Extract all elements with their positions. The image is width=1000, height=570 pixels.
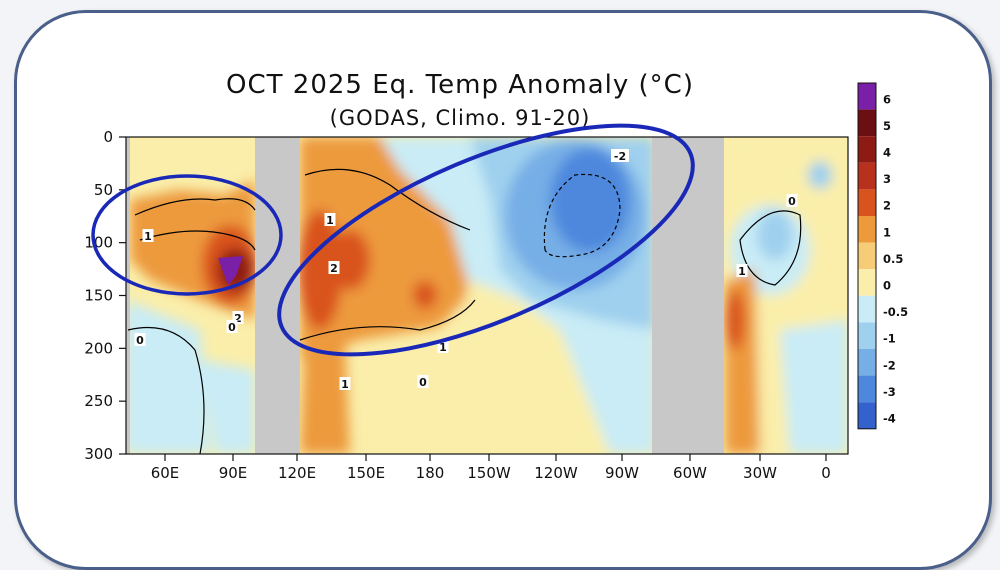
y-tick-label: 100 xyxy=(84,234,113,252)
colorbar-swatch xyxy=(858,269,876,296)
contour-label-bg xyxy=(417,375,429,388)
x-tick-label: 120E xyxy=(278,464,316,482)
indian-ocean-ellipse xyxy=(91,174,283,296)
contour-label-bg xyxy=(328,261,340,274)
colorbar-label: -1 xyxy=(883,332,896,346)
y-tick-label: 150 xyxy=(84,287,113,305)
colorbar-swatch xyxy=(858,375,876,403)
colorbar-label: -0.5 xyxy=(883,305,908,319)
contour-label-bg xyxy=(134,333,146,346)
x-tick-label: 0 xyxy=(821,464,831,482)
colorbar-label: -2 xyxy=(883,358,896,372)
y-tick-label: 250 xyxy=(84,392,113,410)
contour-label: -2 xyxy=(614,150,626,163)
colorbar-swatch xyxy=(858,83,876,110)
contour-label-bg xyxy=(437,340,449,353)
colorbar: 6 5 4 3 2 1 0.5 0 -0.5 -1 -2 -3 -4 xyxy=(857,82,908,430)
x-tick-label: 60E xyxy=(151,464,180,482)
anomaly-chart: 60E 90E 120E 150E 180 150W 120W 90W 60W 30W 0 0501… xyxy=(84,82,908,482)
y-tick-label: 200 xyxy=(84,339,113,357)
contour-label: 0 xyxy=(228,321,236,334)
contour-label: 1 xyxy=(341,378,349,391)
x-tick-label: 180 xyxy=(416,464,445,482)
colorbar-swatch xyxy=(858,216,876,243)
x-axis: 60E 90E 120E 150E 180 150W 120W 90W 60W 30W 0 xyxy=(151,454,831,482)
x-tick-label: 90W xyxy=(605,464,639,482)
contour-label-bg xyxy=(226,320,238,333)
contour-label: 1 xyxy=(326,214,334,227)
chart-title: OCT 2025 Eq. Temp Anomaly (°C) xyxy=(226,70,694,100)
y-axis: 0 50 100 150 200 250 300 xyxy=(84,128,126,463)
y-tick-label: 0 xyxy=(103,128,113,146)
colorbar-label: -4 xyxy=(883,412,896,426)
pacific-ellipse xyxy=(277,123,695,357)
colorbar-label: 0.5 xyxy=(883,252,903,266)
colorbar-label: 3 xyxy=(883,172,891,186)
contour-label: 2 xyxy=(234,312,242,325)
contour-label: 0 xyxy=(136,334,144,347)
colorbar-label: 6 xyxy=(883,92,891,106)
x-tick-label: 90E xyxy=(219,464,248,482)
temperature-field xyxy=(126,137,848,454)
colorbar-swatch xyxy=(858,109,876,137)
contour-label-bg xyxy=(736,264,748,277)
contour-label: 1 xyxy=(144,230,152,243)
colorbar-swatch xyxy=(858,322,876,349)
x-tick-label: 60W xyxy=(673,464,707,482)
colorbar-border xyxy=(857,82,877,430)
colorbar-label: -3 xyxy=(883,385,896,399)
contour-label: 1 xyxy=(439,341,447,354)
colorbar-label: 0 xyxy=(883,279,891,293)
contour-label-bg xyxy=(324,213,336,226)
colorbar-label: 1 xyxy=(883,225,891,239)
contour-label: 2 xyxy=(330,262,338,275)
colorbar-swatch xyxy=(858,295,876,323)
x-tick-label: 150E xyxy=(347,464,385,482)
colorbar-label: 2 xyxy=(883,199,891,213)
x-tick-label: 30W xyxy=(743,464,777,482)
colorbar-swatch xyxy=(858,162,876,190)
chart-subtitle: (GODAS, Climo. 91-20) xyxy=(329,106,591,130)
contour-label: 0 xyxy=(788,195,796,208)
colorbar-label: 5 xyxy=(883,119,891,133)
contour-label: 1 xyxy=(738,265,746,278)
colorbar-swatch xyxy=(858,349,876,376)
colorbar-label: 4 xyxy=(883,146,891,160)
colorbar-swatch xyxy=(858,189,876,216)
y-tick-label: 300 xyxy=(84,445,113,463)
contour-label-bg xyxy=(232,311,244,324)
x-tick-label: 150W xyxy=(467,464,511,482)
contour-label-bg xyxy=(786,194,798,207)
contour-label-bg xyxy=(611,149,629,162)
contour-label-bg xyxy=(339,377,351,390)
contour-label: 0 xyxy=(419,376,427,389)
x-tick-label: 120W xyxy=(534,464,578,482)
colorbar-swatch xyxy=(858,242,876,270)
y-tick-label: 50 xyxy=(94,181,113,199)
colorbar-swatch xyxy=(858,136,876,163)
contour-label-bg xyxy=(142,229,154,242)
colorbar-swatch xyxy=(858,402,876,429)
